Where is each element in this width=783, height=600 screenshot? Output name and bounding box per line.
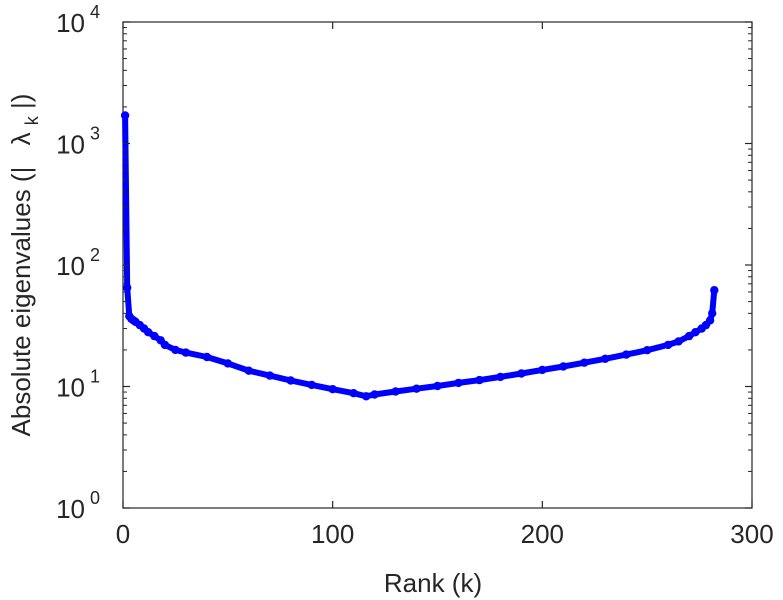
x-axis-title: Rank (k) bbox=[384, 568, 482, 598]
y-tick-exponent: 2 bbox=[85, 245, 100, 265]
y-tick-label: 10 3 bbox=[56, 124, 100, 160]
data-point bbox=[349, 389, 358, 398]
y-axis: 10 010 110 210 310 4 bbox=[56, 2, 752, 524]
y-tick-label: 10 1 bbox=[56, 367, 100, 403]
data-point bbox=[265, 371, 274, 380]
data-point bbox=[580, 358, 589, 367]
x-tick-label: 0 bbox=[116, 519, 130, 549]
data-point bbox=[674, 337, 683, 346]
y-tick-label: 10 4 bbox=[56, 2, 100, 38]
data-point bbox=[391, 387, 400, 396]
data-point bbox=[475, 375, 484, 385]
data-point bbox=[559, 362, 568, 371]
data-point bbox=[622, 350, 631, 359]
data-point bbox=[538, 365, 547, 375]
y-tick-exponent: 3 bbox=[85, 124, 100, 144]
y-tick-base: 10 bbox=[56, 251, 85, 281]
y-tick-base: 10 bbox=[56, 130, 85, 160]
series-group bbox=[120, 111, 719, 401]
x-axis: 0 100 200 300 bbox=[116, 22, 774, 549]
y-tick-exponent: 1 bbox=[85, 367, 100, 387]
data-point bbox=[362, 392, 371, 401]
data-point bbox=[202, 352, 212, 362]
data-point bbox=[328, 385, 337, 394]
data-point bbox=[160, 340, 170, 350]
data-point bbox=[663, 340, 673, 350]
data-point bbox=[223, 359, 232, 368]
data-point bbox=[643, 346, 652, 355]
data-point bbox=[601, 354, 610, 363]
data-point bbox=[517, 369, 526, 378]
data-point bbox=[684, 331, 694, 341]
data-point bbox=[454, 378, 463, 388]
y-tick-exponent: 4 bbox=[85, 2, 100, 22]
plot-area bbox=[122, 21, 753, 509]
data-point bbox=[496, 372, 505, 382]
data-point bbox=[710, 286, 719, 295]
data-point bbox=[370, 390, 379, 399]
data-point bbox=[181, 348, 191, 357]
data-point bbox=[150, 331, 159, 341]
data-point bbox=[412, 384, 421, 393]
y-axis-title-symbol: λ bbox=[6, 132, 36, 145]
data-point bbox=[307, 380, 316, 390]
data-point bbox=[171, 345, 180, 355]
data-point bbox=[708, 309, 717, 318]
y-tick-base: 10 bbox=[56, 494, 85, 524]
data-point bbox=[123, 283, 132, 292]
y-axis-title-prefix: Absolute eigenvalues (| bbox=[6, 167, 36, 437]
data-point bbox=[120, 111, 130, 120]
data-point bbox=[144, 328, 153, 337]
y-tick-label: 10 0 bbox=[56, 488, 100, 524]
data-point bbox=[244, 366, 253, 375]
x-tick-label: 100 bbox=[311, 519, 354, 549]
plot-frame bbox=[122, 21, 753, 509]
y-axis-title-suffix: |) bbox=[6, 94, 36, 109]
y-axis-title-subscript: k bbox=[22, 115, 42, 125]
y-tick-base: 10 bbox=[56, 8, 85, 38]
y-tick-base: 10 bbox=[56, 373, 85, 403]
x-tick-label: 300 bbox=[730, 519, 773, 549]
y-tick-label: 10 2 bbox=[56, 245, 100, 281]
y-axis-title: Absolute eigenvalues (| λ k |) bbox=[6, 94, 44, 437]
data-point bbox=[691, 328, 700, 337]
data-point bbox=[286, 376, 295, 385]
y-tick-exponent: 0 bbox=[85, 488, 100, 508]
data-point bbox=[433, 381, 442, 391]
data-point bbox=[705, 316, 715, 325]
x-tick-label: 200 bbox=[521, 519, 564, 549]
